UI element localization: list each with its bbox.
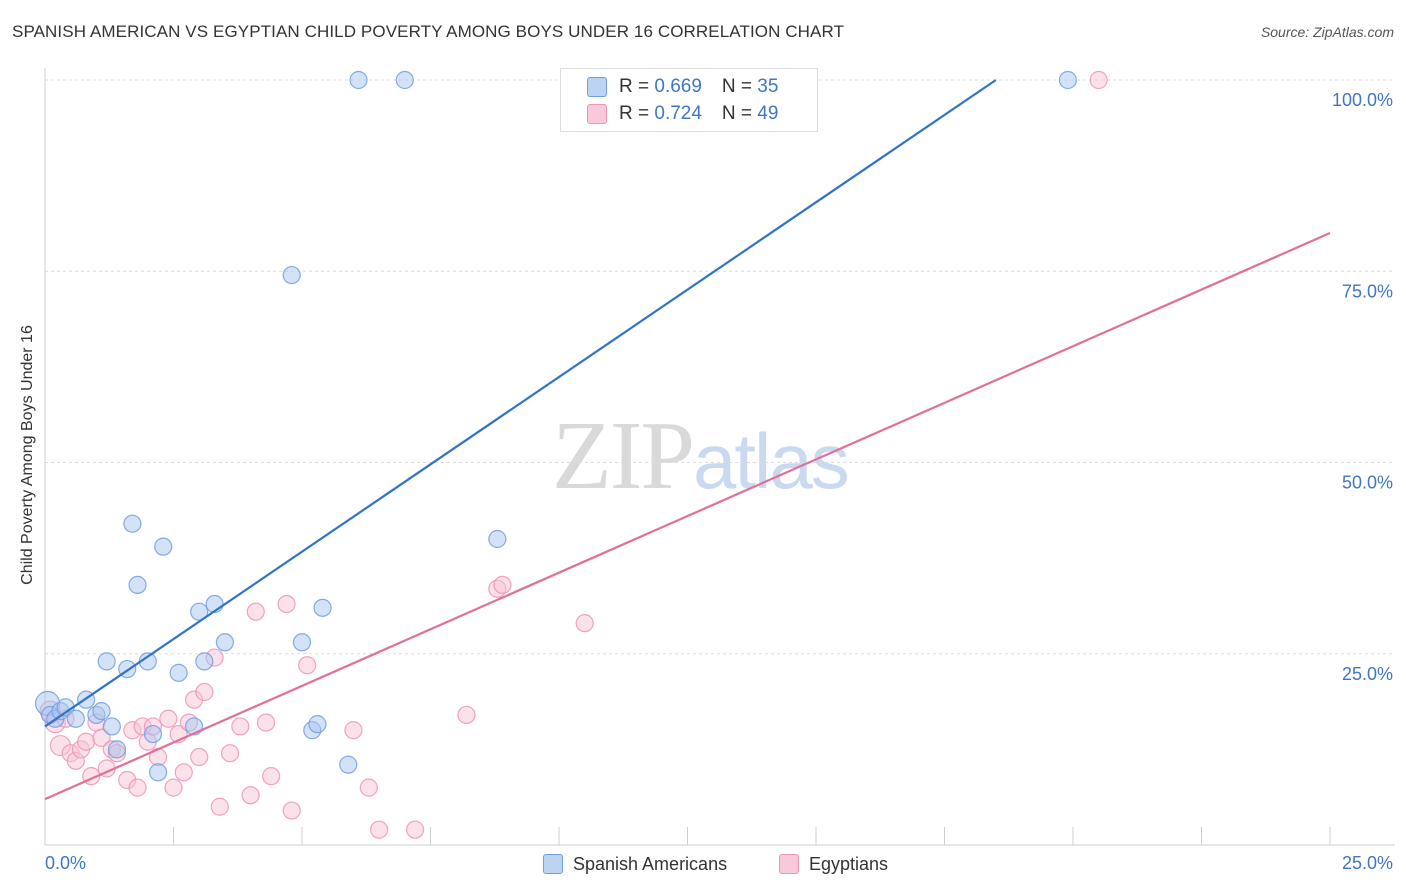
bottom-legend-egyptians: Egyptians (779, 852, 888, 876)
point-egyptians (575, 614, 594, 633)
bottom-legend-label-spanish-americans: Spanish Americans (573, 853, 728, 874)
chart-title: SPANISH AMERICAN VS EGYPTIAN CHILD POVER… (12, 22, 845, 41)
point-spanish-americans (128, 575, 147, 595)
y-tick-label: 100.0% (1332, 90, 1393, 110)
point-spanish-americans (148, 763, 168, 782)
point-spanish-americans (169, 663, 188, 682)
point-egyptians (174, 763, 193, 782)
point-spanish-americans (282, 265, 301, 285)
point-egyptians (493, 575, 512, 595)
point-spanish-americans (1058, 70, 1077, 90)
legend-r-value-spanish-americans: 0.669 (654, 76, 702, 97)
point-spanish-americans (308, 715, 327, 734)
point-egyptians (246, 602, 265, 621)
point-egyptians (128, 778, 147, 797)
legend-n-label: N = (721, 103, 758, 124)
point-spanish-americans (143, 724, 163, 744)
point-spanish-americans (395, 70, 414, 90)
point-egyptians (344, 721, 363, 740)
legend-swatch-spanish-americans (587, 77, 607, 97)
point-egyptians (195, 682, 214, 702)
point-egyptians (457, 705, 476, 725)
point-egyptians (92, 728, 111, 748)
x-tick-label-max: 25.0% (1342, 853, 1393, 873)
point-egyptians (159, 709, 178, 728)
point-spanish-americans (313, 598, 332, 617)
watermark-zip: ZIP (552, 402, 695, 510)
point-egyptians (231, 717, 250, 736)
point-egyptians (282, 801, 301, 820)
point-spanish-americans (102, 717, 121, 736)
point-egyptians (190, 747, 209, 767)
stats-legend: R = 0.669 N = 35 R = 0.724 N = 49 (560, 68, 818, 132)
point-spanish-americans (488, 529, 507, 549)
point-egyptians (1089, 70, 1108, 90)
point-spanish-americans (292, 633, 312, 652)
point-egyptians (77, 732, 96, 751)
point-spanish-americans (97, 652, 116, 671)
point-egyptians (210, 797, 229, 816)
point-spanish-americans (339, 755, 358, 774)
legend-row-egyptians: R = 0.724 N = 49 (587, 102, 778, 126)
legend-r-label: R = (619, 76, 655, 97)
bottom-legend-swatch-egyptians (779, 854, 799, 874)
point-spanish-americans (190, 602, 209, 621)
legend-r-label: R = (619, 103, 655, 124)
y-tick-label: 25.0% (1342, 664, 1393, 684)
trendline-spanish-americans (44, 79, 997, 728)
point-spanish-americans (154, 537, 173, 556)
point-spanish-americans (195, 652, 214, 671)
point-egyptians (298, 656, 317, 675)
point-egyptians (164, 778, 183, 797)
point-egyptians (262, 767, 281, 786)
point-egyptians (220, 744, 240, 763)
point-egyptians (359, 778, 378, 797)
watermark-atlas: atlas (693, 417, 850, 505)
point-egyptians (241, 786, 260, 805)
y-tick-label: 50.0% (1342, 473, 1393, 493)
x-tick-label-min: 0.0% (45, 853, 86, 873)
bottom-legend-spanish-americans: Spanish Americans (543, 852, 727, 876)
point-egyptians (277, 594, 296, 614)
point-spanish-americans (215, 633, 234, 652)
legend-n-value-spanish-americans: 35 (757, 76, 779, 97)
legend-row-spanish-americans: R = 0.669 N = 35 (587, 75, 778, 99)
legend-swatch-egyptians (587, 104, 607, 124)
point-spanish-americans (349, 70, 368, 90)
point-egyptians (256, 713, 276, 732)
watermark: ZIPatlas (552, 398, 850, 512)
point-egyptians (370, 820, 389, 839)
y-tick-label: 75.0% (1342, 281, 1393, 301)
bottom-legend-label-egyptians: Egyptians (809, 853, 889, 874)
point-egyptians (405, 820, 425, 839)
point-spanish-americans (123, 514, 142, 533)
point-spanish-americans (107, 740, 127, 759)
chart-source: Source: ZipAtlas.com (1260, 24, 1394, 40)
trendline-egyptians (44, 231, 1331, 801)
legend-n-value-egyptians: 49 (757, 103, 779, 124)
legend-r-value-egyptians: 0.724 (654, 103, 702, 124)
point-spanish-americans (66, 709, 85, 728)
legend-n-label: N = (721, 76, 758, 97)
bottom-legend-swatch-spanish-americans (543, 854, 563, 874)
point-spanish-americans (92, 702, 111, 721)
